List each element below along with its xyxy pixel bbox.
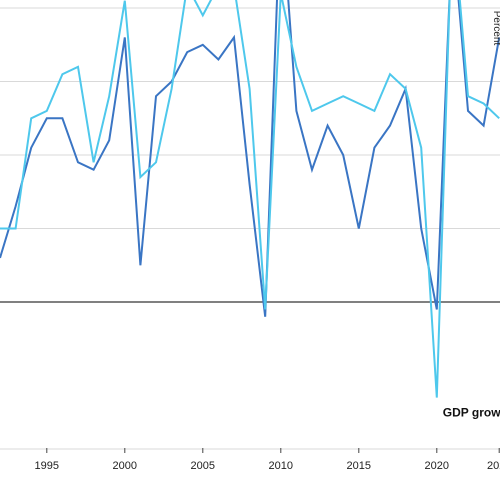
x-tick-label: 2005: [191, 460, 215, 472]
series-line-gdp: [0, 0, 500, 398]
gridlines: [0, 7, 500, 450]
x-tick-label: 1995: [35, 460, 59, 472]
x-tick-label: 2000: [113, 460, 137, 472]
x-tick-label: 2024: [487, 460, 500, 472]
x-tick-label: 2015: [347, 460, 371, 472]
series-line-electricity-demand: [0, 0, 500, 317]
x-axis-ticks: 1995 2000 2005 2010 2015 2020 2024: [35, 448, 500, 472]
x-tick-label: 2010: [269, 460, 293, 472]
x-tick-label: 2020: [425, 460, 449, 472]
annotation-gdp: GDP growth: [443, 405, 500, 419]
series-lines: [0, 0, 500, 398]
y-unit-label: Percent: [491, 11, 500, 46]
annotations: Electricity demand growthGDP growth: [443, 405, 500, 419]
